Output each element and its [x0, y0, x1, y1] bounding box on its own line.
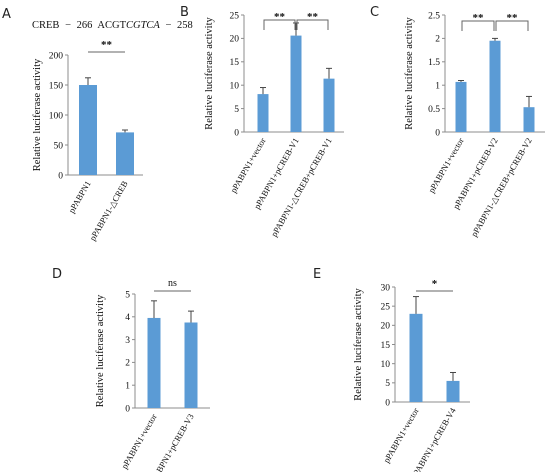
x-tick-label: pPABPN1+vector: [228, 136, 268, 195]
heading-end: 258: [177, 20, 193, 31]
y-axis-label: Relative luciferase activity: [32, 58, 43, 171]
significance-label: ns: [168, 278, 177, 289]
y-tick-label: 0.5: [428, 105, 440, 115]
y-tick-label: 100: [49, 111, 64, 121]
significance-label: **: [473, 12, 485, 24]
y-tick-label: 1: [435, 82, 440, 92]
panel-a-heading: CREB − 266 ACGTCGTCA − 258: [32, 20, 193, 31]
y-tick-label: 150: [49, 81, 64, 91]
y-tick-label: 5: [234, 105, 239, 115]
heading-minus-2: −: [165, 20, 171, 31]
x-tick-label: pPABPN1+vector: [119, 412, 159, 471]
y-tick-label: 3: [125, 336, 130, 346]
y-tick-label: 50: [54, 141, 64, 151]
heading-seq-italic: CGTCA: [126, 20, 160, 31]
y-axis-label: Relative luciferase activity: [404, 16, 415, 129]
heading-prefix: CREB: [32, 20, 59, 31]
bar: [116, 132, 134, 175]
bar: [147, 317, 161, 408]
x-tick-label: pPABPN1+vector: [381, 406, 421, 465]
y-tick-label: 2.5: [428, 11, 440, 21]
y-tick-label: 15: [230, 58, 240, 68]
y-tick-label: 2: [125, 359, 130, 369]
x-tick-label: pPABPN1+vector: [426, 136, 466, 195]
panel-letter: E: [313, 267, 321, 282]
bar: [79, 85, 97, 175]
chart-panel-b: B 0 5 10 15 20 25 Relative luciferase activity p…: [180, 5, 344, 238]
y-tick-label: 0: [125, 404, 130, 414]
x-tick-label: pPABPN1: [66, 179, 92, 215]
significance-label: **: [274, 11, 286, 23]
significance-label: **: [101, 39, 113, 51]
bar: [455, 81, 467, 132]
panel-letter: C: [370, 5, 379, 20]
y-axis-label: Relative luciferase activity: [353, 287, 364, 400]
chart-panel-e: E 0 5 10 15 20 25 30 Relative luciferase activit…: [313, 267, 470, 472]
significance-bracket: [296, 19, 329, 30]
chart-panel-d: D 0 1 2 3 4 5 Relative luciferase activity pPABP…: [52, 267, 210, 472]
significance-label: **: [307, 11, 319, 23]
y-tick-label: 30: [381, 283, 391, 293]
bar: [257, 94, 269, 132]
y-tick-label: 10: [230, 82, 240, 92]
significance-label: **: [507, 12, 519, 24]
panel-letter: A: [2, 7, 11, 22]
bar: [184, 322, 198, 408]
y-tick-label: 15: [381, 341, 391, 351]
y-tick-label: 1.5: [428, 58, 440, 68]
bar: [446, 380, 460, 402]
chart-panel-c: C 0 0.5 1 1.5 2 2.5 Relative luciferase activit…: [370, 5, 545, 238]
heading-minus: −: [65, 20, 71, 31]
panel-letter: D: [52, 267, 62, 282]
y-tick-label: 5: [125, 290, 130, 300]
x-tick-label: pPABPN1-△CREB: [87, 179, 130, 243]
y-tick-label: 0: [234, 128, 239, 138]
y-tick-label: 0: [58, 171, 63, 181]
y-tick-label: 10: [381, 360, 391, 370]
bar: [290, 35, 302, 133]
y-axis-label: Relative luciferase activity: [204, 16, 215, 129]
y-tick-label: 25: [230, 11, 240, 21]
y-tick-label: 0: [385, 398, 390, 408]
x-tick-label: pPABPN1-△CREB+pCREB-V1: [269, 136, 334, 238]
y-tick-label: 5: [385, 379, 390, 389]
y-tick-label: 2: [435, 35, 440, 45]
chart-panel-a: A 0 50 100 150 200 Relative luciferase activit…: [2, 7, 143, 242]
significance-bracket: [495, 20, 529, 31]
y-tick-label: 4: [125, 313, 130, 323]
significance-label: *: [432, 278, 438, 290]
significance-bracket: [461, 20, 495, 31]
y-tick-label: 1: [125, 382, 130, 392]
y-tick-label: 20: [230, 35, 240, 45]
bar: [523, 107, 535, 132]
y-tick-label: 0: [435, 128, 440, 138]
y-tick-label: 25: [381, 302, 391, 312]
panel-letter: B: [180, 5, 189, 20]
significance-bracket: [263, 19, 296, 30]
heading-start: 266: [77, 20, 93, 31]
x-tick-label: pPABPN1-△CREB+pCREB-V2: [469, 136, 534, 238]
y-tick-label: 20: [381, 322, 391, 332]
y-axis-label: Relative luciferase activity: [95, 294, 106, 407]
bar: [409, 313, 423, 402]
y-tick-label: 200: [49, 51, 64, 61]
bar: [489, 40, 501, 132]
bar: [323, 78, 335, 132]
heading-seq-plain: ACGT: [97, 20, 126, 31]
